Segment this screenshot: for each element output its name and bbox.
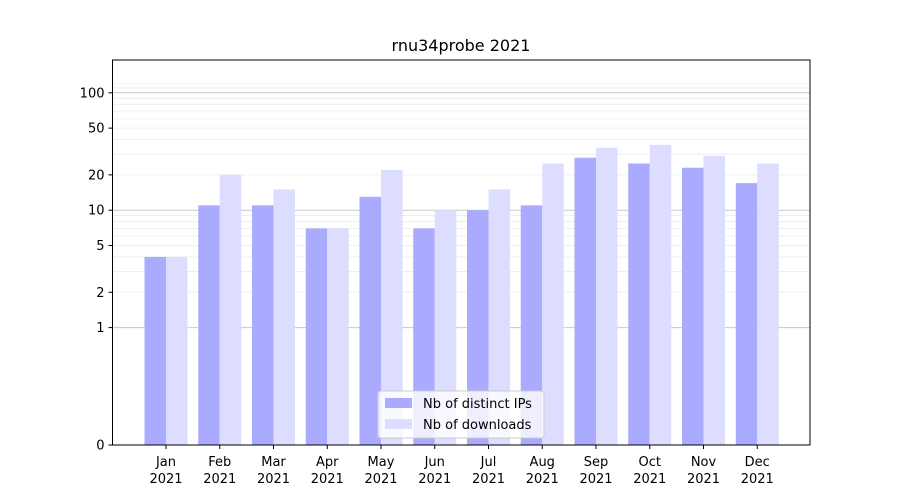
bar-aug-distinct-ips [520,205,543,445]
x-tick-label-year: 2021 [257,472,290,487]
x-tick-label-year: 2021 [311,472,344,487]
x-tick-label-month: Jan [155,455,176,470]
x-tick-label-month: Apr [316,455,339,470]
legend-swatch-downloads [385,419,412,429]
legend-label-downloads: Nb of downloads [423,418,532,433]
x-tick-label-month: May [368,455,395,470]
x-tick-label-year: 2021 [579,472,612,487]
x-tick-label-year: 2021 [687,472,720,487]
y-axis: 0 1 2 5 10 20 50 100 [80,86,113,454]
bar-aug-downloads [542,163,564,445]
legend: Nb of distinct IPs Nb of downloads [377,390,545,439]
bar-jan-distinct-ips [144,256,166,445]
y-tick-label: 20 [88,168,105,183]
legend-label-distinct-ips: Nb of distinct IPs [423,397,532,412]
bar-dec-distinct-ips [735,183,758,445]
x-tick-label-year: 2021 [149,472,182,487]
y-tick-label: 10 [88,204,105,219]
bar-jun-downloads [434,210,457,445]
bar-mar-downloads [273,189,295,445]
bar-apr-distinct-ips [305,228,328,445]
x-tick-label-month: Nov [691,455,717,470]
x-tick-label-year: 2021 [203,472,236,487]
x-tick-label-year: 2021 [418,472,451,487]
bar-jan-downloads [166,256,188,445]
x-tick-label-year: 2021 [633,472,666,487]
x-tick-label-month: Dec [745,455,770,470]
bar-jul-downloads [488,189,510,445]
bar-nov-distinct-ips [682,167,704,445]
bar-sep-downloads [596,147,618,445]
bar-mar-distinct-ips [252,205,274,445]
y-tick-label: 100 [80,86,105,101]
bar-may-downloads [381,169,403,445]
x-tick-label-month: Feb [208,455,231,470]
y-tick-label: 0 [96,439,104,454]
chart-title: rnu34probe 2021 [392,36,531,55]
x-tick-label-month: Sep [584,455,609,470]
bar-may-distinct-ips [359,196,381,445]
plot-frame [112,59,811,446]
x-axis: Jan 2021 Feb 2021 Mar 2021 Apr 2021 May 2021 Jun 20… [149,445,774,487]
bar-oct-distinct-ips [628,163,650,445]
x-tick-label-month: Jul [480,455,497,470]
y-tick-label: 5 [96,239,104,254]
x-tick-label-month: Jun [424,455,445,470]
bar-oct-downloads [649,144,672,446]
legend-frame [377,390,545,439]
bar-nov-downloads [703,155,725,445]
x-tick-label-year: 2021 [741,472,774,487]
x-tick-label-month: Aug [530,455,555,470]
x-tick-label-year: 2021 [472,472,505,487]
x-tick-label-month: Oct [639,455,661,470]
legend-swatch-distinct-ips [385,398,412,408]
bar-sep-distinct-ips [574,157,596,445]
x-tick-label-month: Mar [261,455,286,470]
bar-feb-distinct-ips [198,205,220,445]
bar-jul-distinct-ips [467,210,489,445]
bar-apr-downloads [327,228,349,445]
bar-dec-downloads [757,163,779,445]
y-tick-label: 2 [96,286,104,301]
y-tick-label: 1 [96,321,104,336]
bar-feb-downloads [219,174,242,446]
x-tick-label-year: 2021 [364,472,397,487]
x-tick-label-year: 2021 [526,472,559,487]
y-tick-label: 50 [88,122,105,137]
